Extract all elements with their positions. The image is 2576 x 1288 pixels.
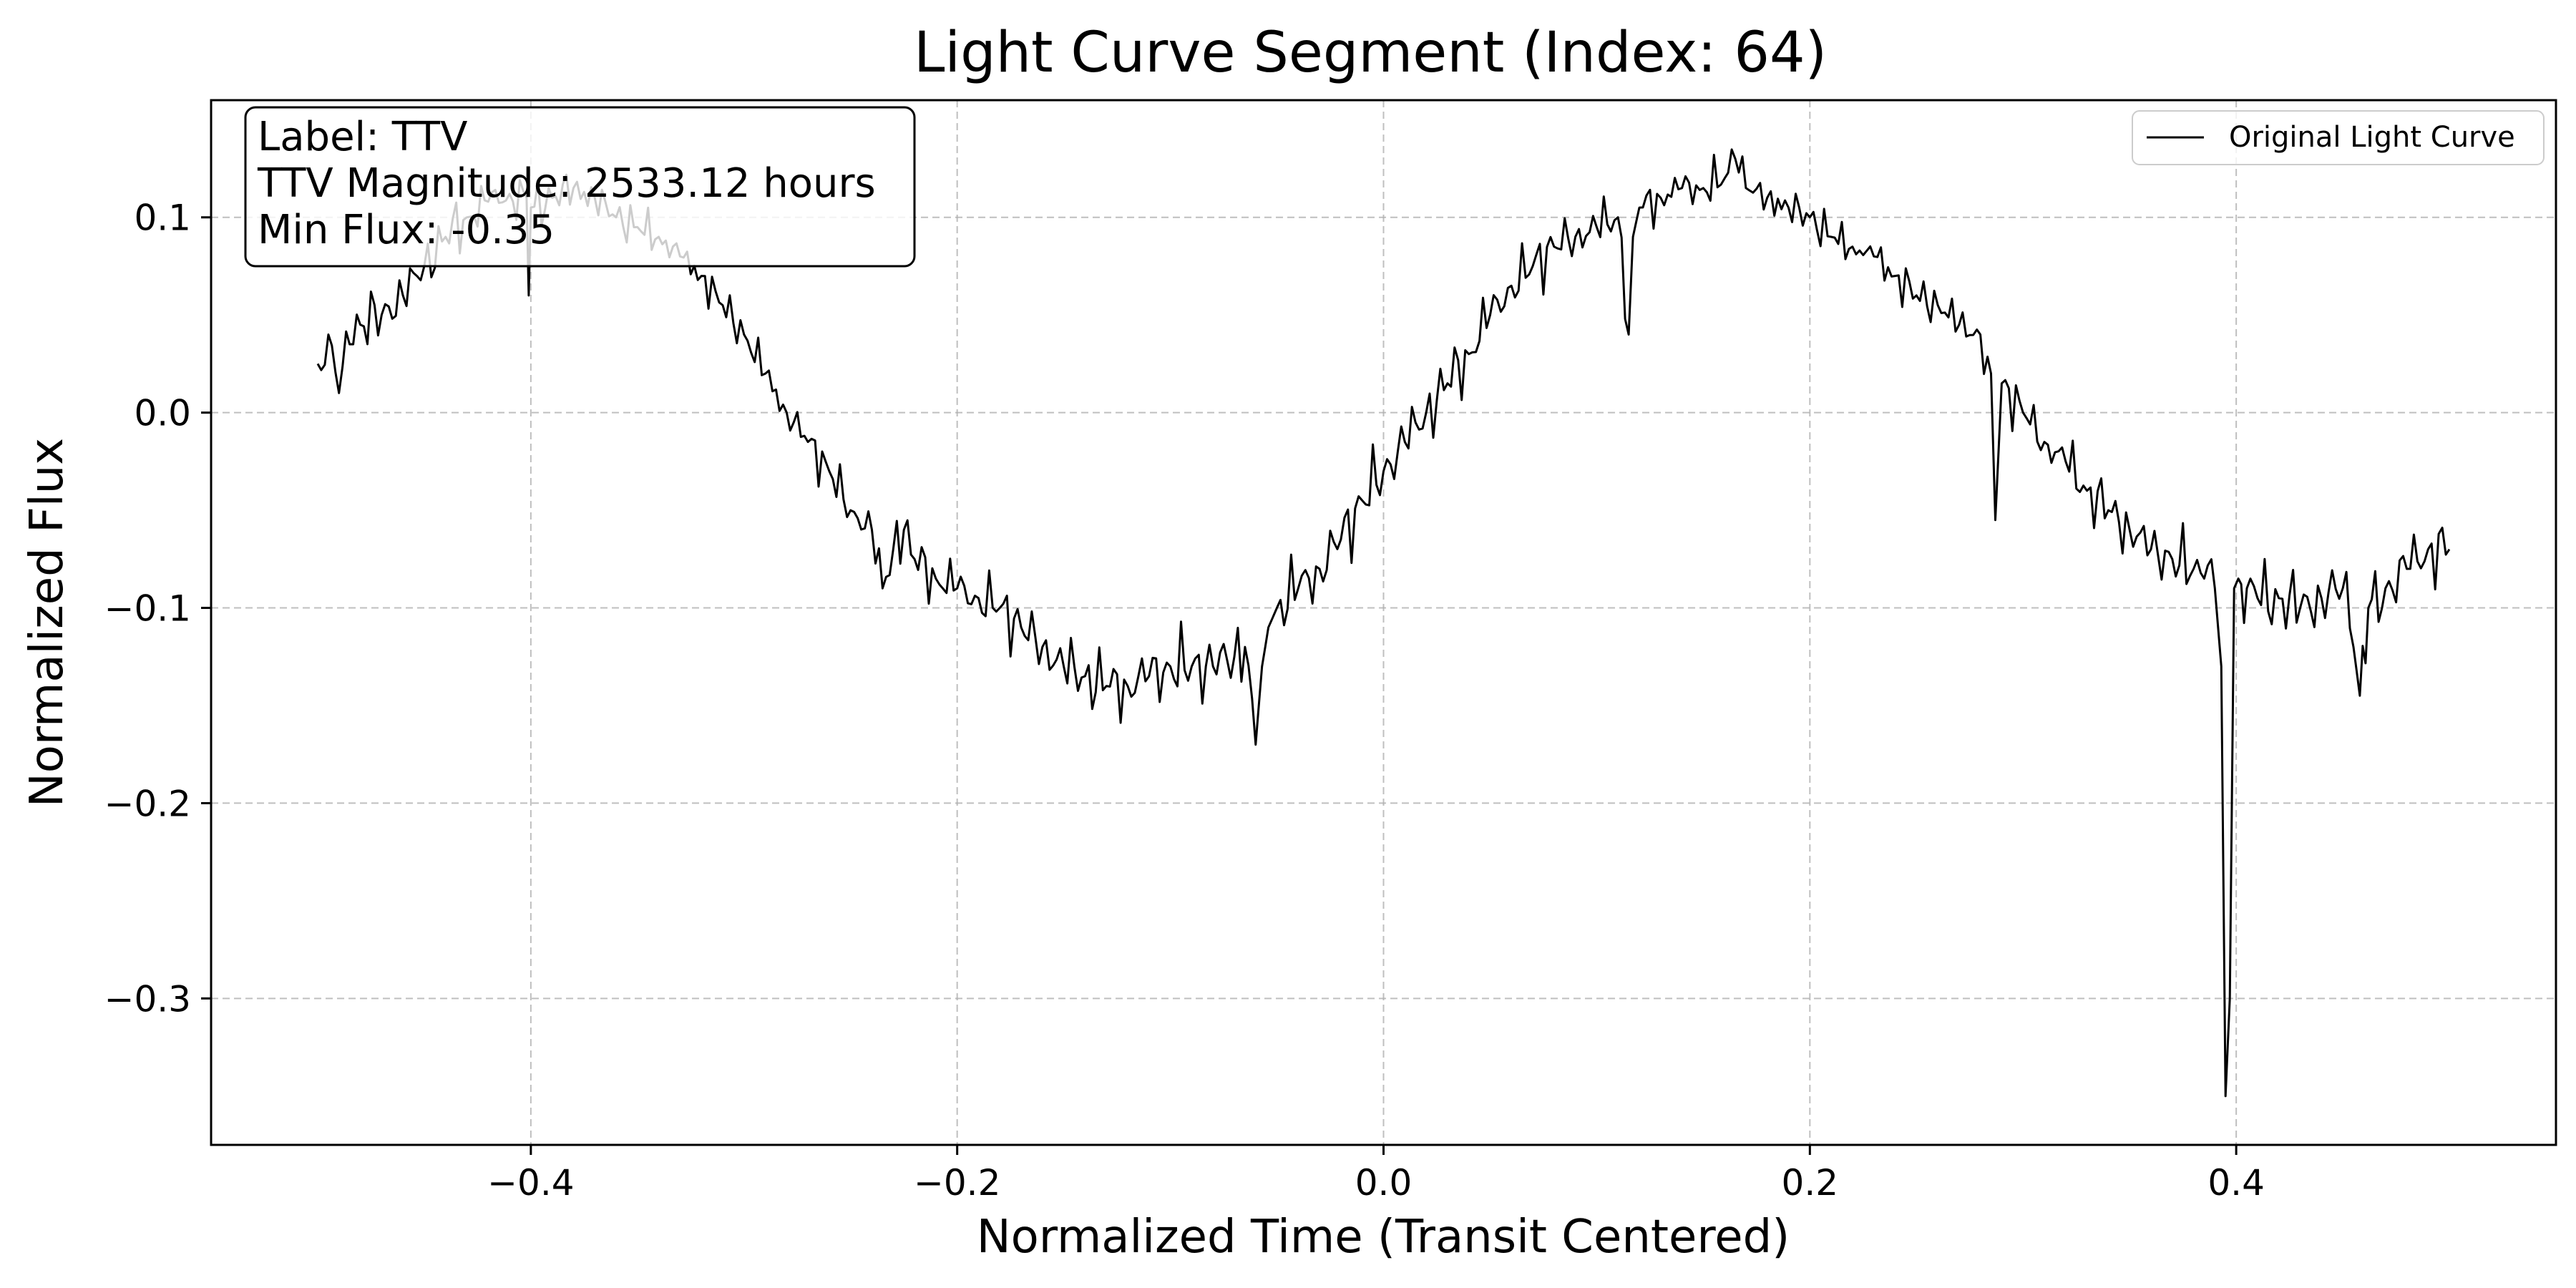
legend: Original Light Curve — [2132, 110, 2545, 165]
axis-ticks: −0.4 −0.2 0.0 0.2 0.4 0.1 0.0 −0.1 −0.2 −0.3 — [104, 197, 2265, 1204]
x-tick-label: 0.4 — [2207, 1162, 2265, 1204]
x-tick-label: 0.2 — [1782, 1162, 1839, 1204]
chart-title: Light Curve Segment (Index: 64) — [914, 21, 1827, 85]
legend-box — [2132, 110, 2545, 165]
annotation-label-line: Label: TTV — [258, 114, 467, 160]
y-tick-label: 0.0 — [134, 393, 191, 434]
y-tick-label: −0.3 — [104, 978, 191, 1020]
y-tick-label: 0.1 — [134, 197, 191, 239]
y-tick-label: −0.1 — [104, 588, 191, 630]
annotation-min-flux-line: Min Flux: -0.35 — [258, 207, 555, 253]
stats-annotation-box: Label: TTV TTV Magnitude: 2533.12 hours … — [244, 106, 916, 268]
y-axis-label: Normalized Flux — [21, 438, 74, 807]
x-axis-label: Normalized Time (Transit Centered) — [977, 1211, 1790, 1264]
x-tick-label: −0.2 — [914, 1162, 1000, 1204]
annotation-box — [244, 106, 916, 268]
annotation-ttv-magnitude-line: TTV Magnitude: 2533.12 hours — [257, 160, 876, 207]
y-tick-label: −0.2 — [104, 783, 191, 824]
grid-lines — [211, 100, 2556, 1145]
x-tick-label: −0.4 — [487, 1162, 574, 1204]
legend-label: Original Light Curve — [2229, 121, 2515, 154]
x-tick-label: 0.0 — [1355, 1162, 1413, 1204]
